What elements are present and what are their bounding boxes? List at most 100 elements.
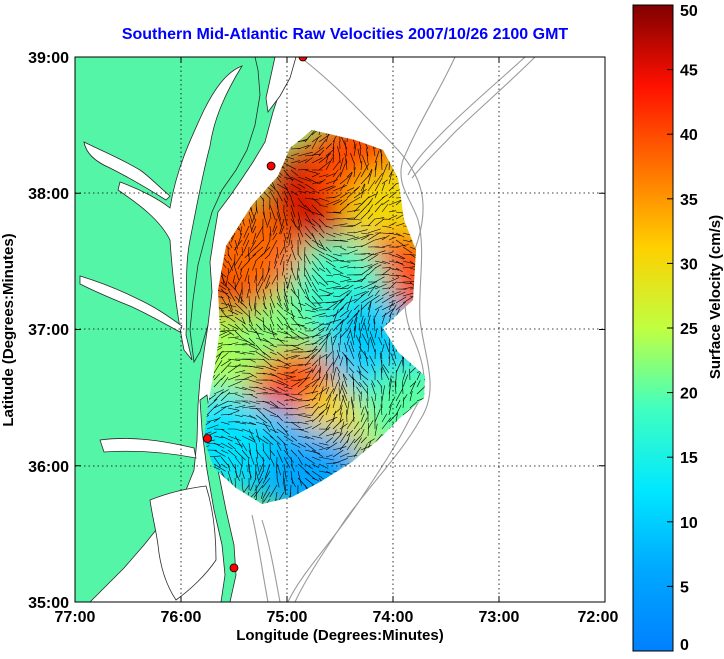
velocity-vector	[283, 484, 287, 495]
velocity-vector	[258, 470, 264, 481]
velocity-vector	[290, 337, 299, 340]
velocity-vector	[374, 297, 384, 304]
velocity-vector	[255, 358, 265, 360]
velocity-vector	[297, 169, 309, 171]
velocity-vector	[297, 435, 310, 439]
velocity-vector	[282, 470, 285, 485]
velocity-vector	[374, 217, 385, 220]
velocity-vector	[267, 260, 271, 273]
velocity-vector	[273, 225, 278, 235]
velocity-vector	[283, 190, 289, 201]
velocity-vector	[388, 343, 391, 360]
velocity-vector	[297, 477, 309, 490]
velocity-vector	[253, 295, 257, 310]
velocity-vector	[395, 399, 401, 409]
velocity-vector	[381, 252, 393, 255]
velocity-vector	[353, 435, 362, 444]
velocity-vector	[262, 330, 277, 336]
velocity-vector	[338, 387, 341, 402]
velocity-vector	[206, 398, 218, 409]
velocity-vector	[311, 376, 321, 388]
velocity-vector	[388, 274, 400, 277]
velocity-vector	[276, 267, 278, 281]
velocity-vector	[241, 442, 248, 452]
velocity-vector	[311, 157, 323, 164]
velocity-vector	[269, 323, 275, 338]
velocity-vector	[332, 288, 347, 290]
velocity-vector	[247, 456, 250, 472]
velocity-vector	[304, 260, 306, 277]
delaware-bay	[265, 57, 297, 114]
velocity-vector	[297, 197, 306, 208]
velocity-vector	[311, 470, 324, 480]
velocity-vector	[276, 246, 279, 259]
velocity-vector	[346, 187, 355, 192]
velocity-vector	[262, 211, 268, 226]
velocity-vector	[371, 396, 376, 409]
velocity-vector	[374, 250, 386, 255]
velocity-vector	[311, 321, 319, 325]
velocity-vector	[346, 172, 353, 185]
colorbar-tick-label: 0	[680, 637, 689, 654]
velocity-vector	[337, 349, 341, 360]
velocity-vector	[248, 435, 256, 442]
velocity-vector	[388, 379, 392, 395]
velocity-vector	[251, 218, 257, 232]
velocity-vector	[353, 325, 357, 339]
velocity-vector	[297, 309, 304, 319]
velocity-vector	[248, 400, 260, 405]
velocity-vector	[206, 424, 219, 430]
velocity-vector	[227, 470, 233, 485]
velocity-vector	[227, 351, 240, 353]
velocity-vector	[388, 375, 392, 388]
velocity-vector	[346, 455, 358, 458]
velocity-vector	[325, 274, 333, 277]
velocity-vector	[269, 351, 277, 355]
velocity-vector	[367, 218, 376, 227]
velocity-vector	[402, 246, 413, 254]
bathymetry-contour	[251, 514, 269, 602]
velocity-vector	[341, 394, 348, 409]
velocity-vector	[283, 355, 298, 360]
velocity-vector	[232, 274, 236, 284]
velocity-vector	[344, 153, 348, 164]
velocity-vector	[241, 470, 245, 479]
velocity-vector	[227, 336, 239, 339]
velocity-vector	[262, 456, 265, 472]
velocity-vector	[248, 365, 264, 370]
velocity-vector	[395, 267, 403, 272]
velocity-vector	[297, 302, 306, 307]
velocity-vector	[360, 183, 365, 192]
velocity-vector	[339, 423, 348, 430]
velocity-vector	[297, 176, 312, 182]
velocity-vector	[360, 315, 364, 325]
velocity-vector	[350, 330, 355, 346]
velocity-vector	[297, 356, 310, 360]
velocity-vector	[297, 218, 301, 228]
velocity-vector	[276, 211, 282, 227]
velocity-vector	[290, 239, 293, 248]
velocity-vector	[395, 260, 405, 266]
velocity-vector	[374, 276, 385, 283]
velocity-vector	[255, 323, 263, 331]
velocity-vector	[318, 211, 325, 218]
colorbar-tick-label: 45	[680, 63, 698, 80]
velocity-vector	[318, 333, 331, 346]
velocity-vector	[248, 442, 252, 456]
velocity-vector	[388, 199, 404, 206]
velocity-vector	[276, 295, 282, 307]
velocity-vector	[297, 377, 310, 381]
velocity-vector	[325, 388, 335, 402]
velocity-vector	[248, 316, 253, 327]
velocity-vector	[346, 329, 351, 339]
velocity-vector	[338, 343, 341, 353]
velocity-vector	[264, 463, 271, 479]
velocity-vector	[266, 218, 271, 228]
velocity-vector	[325, 302, 338, 311]
velocity-vector	[332, 330, 342, 339]
velocity-vector	[381, 163, 388, 178]
velocity-vector	[290, 204, 296, 218]
velocity-vector	[283, 336, 299, 339]
velocity-vector	[388, 302, 394, 311]
